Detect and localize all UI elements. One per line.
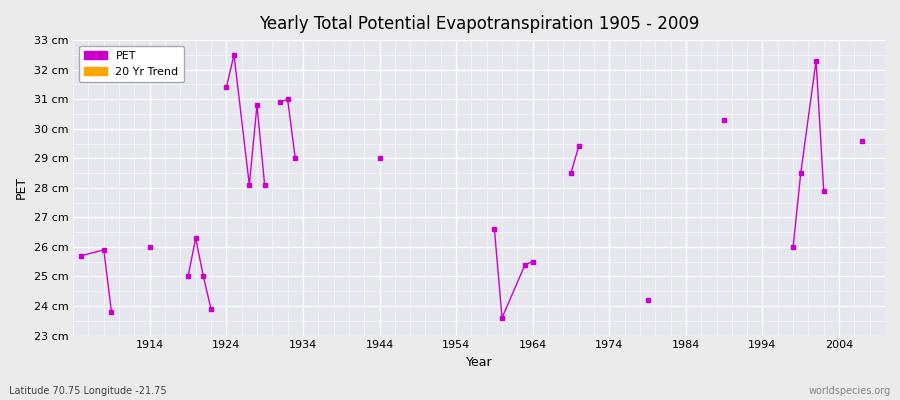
Text: worldspecies.org: worldspecies.org xyxy=(809,386,891,396)
Y-axis label: PET: PET xyxy=(15,176,28,200)
Title: Yearly Total Potential Evapotranspiration 1905 - 2009: Yearly Total Potential Evapotranspiratio… xyxy=(259,15,699,33)
Text: Latitude 70.75 Longitude -21.75: Latitude 70.75 Longitude -21.75 xyxy=(9,386,166,396)
Legend: PET, 20 Yr Trend: PET, 20 Yr Trend xyxy=(78,46,184,82)
X-axis label: Year: Year xyxy=(466,356,492,369)
